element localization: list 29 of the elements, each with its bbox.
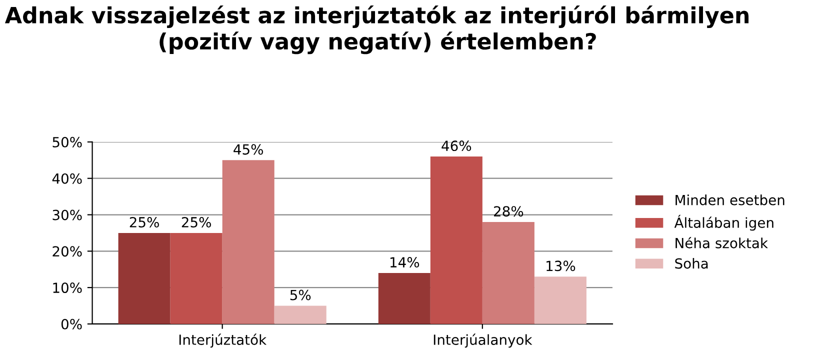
data-label: 25%: [130, 216, 159, 228]
data-label: 14%: [390, 257, 420, 268]
bar: [430, 156, 482, 324]
data-label: 5%: [290, 290, 311, 300]
chart-title: Adnak visszajelzést az interjúztatók az interjúról bármilyen (pozitív vagy negatív) értelemben?: [4, 5, 749, 54]
y-tick-label: 0%: [61, 318, 82, 330]
data-label: 25%: [182, 216, 211, 228]
y-tick-label: 50%: [52, 136, 82, 148]
y-tick-label: 30%: [52, 210, 82, 220]
legend-label: Általában igen: [674, 214, 774, 231]
bar: [378, 273, 430, 324]
y-tick-label: 20%: [52, 246, 82, 257]
bar: [534, 276, 586, 324]
x-tick-label: Interjúalanyok: [434, 334, 532, 348]
bar: [118, 232, 170, 324]
y-tick-label: 40%: [52, 173, 82, 184]
legend-label: Néha szoktak: [676, 237, 768, 248]
bar: [482, 222, 534, 324]
legend-label: Soha: [675, 258, 708, 269]
x-tick-label: Interjúztatók: [179, 334, 267, 348]
y-tick-label: 10%: [53, 282, 82, 294]
data-label: 13%: [546, 260, 576, 272]
data-label: 46%: [442, 140, 472, 152]
bar: [274, 306, 326, 324]
legend-label: Minden esetben: [676, 194, 784, 206]
bar: [222, 160, 274, 324]
data-label: 45%: [234, 144, 264, 155]
bar: [170, 232, 222, 324]
data-label: 28%: [494, 206, 524, 217]
